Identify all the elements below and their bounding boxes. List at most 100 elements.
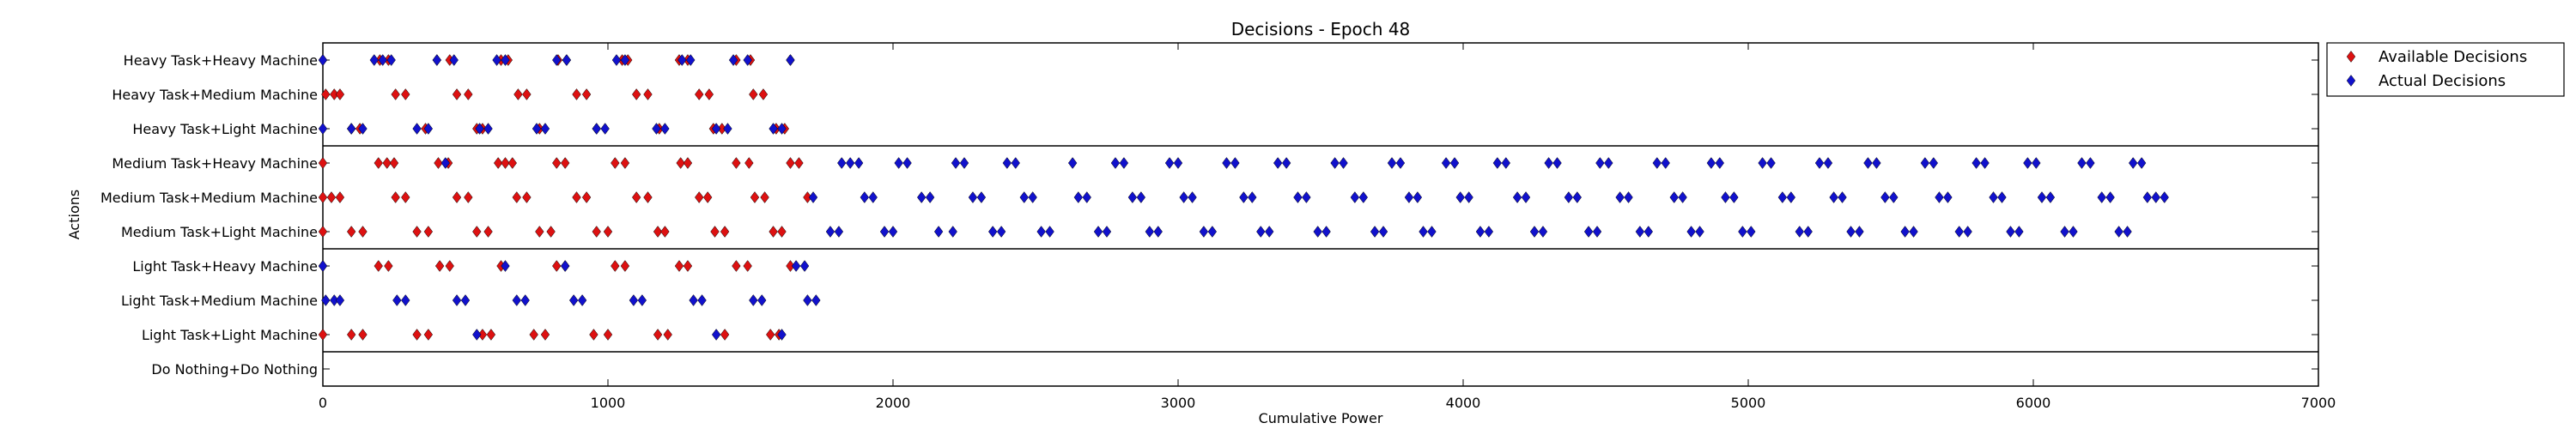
data-point [1846,226,1856,238]
y-tick-label: Heavy Task+Heavy Machine [124,52,318,69]
y-tick-label: Light Task+Light Machine [142,327,318,343]
data-point [1954,226,1964,238]
data-point [620,157,630,169]
data-point [1256,226,1266,238]
data-point [968,191,978,203]
data-point [711,123,721,135]
data-point [1706,157,1716,169]
data-point [2032,157,2041,169]
data-point [374,157,383,169]
data-point [460,294,471,306]
legend: Available Decisions Actual Decisions [2326,42,2565,97]
data-point [695,88,704,100]
data-point [660,226,670,238]
data-point [695,191,704,203]
data-point [620,260,630,272]
data-point [358,123,368,135]
data-point [1449,157,1460,169]
data-point [1624,191,1633,203]
data-point [1929,157,1938,169]
data-point [653,226,663,238]
data-point [1738,226,1747,238]
data-point [1164,157,1175,169]
data-point [1093,226,1103,238]
data-point [546,226,556,238]
data-point [749,88,758,100]
data-point [777,123,787,135]
data-point [1604,157,1613,169]
data-point [1920,157,1930,169]
data-point [1248,191,1257,203]
data-point [2123,226,2132,238]
data-point [568,294,579,306]
data-point [434,157,443,169]
data-point [486,329,496,341]
data-point [1313,226,1322,238]
data-point [1188,191,1197,203]
data-point [1036,226,1046,238]
data-point [1501,157,1510,169]
data-point [704,88,714,100]
y-tick-label: Medium Task+Light Machine [121,224,318,240]
data-point [676,157,685,169]
data-point [369,54,379,66]
data-point [1943,191,1953,203]
data-point [449,54,459,66]
data-point [1427,226,1437,238]
data-point [501,260,510,272]
data-point [683,260,693,272]
data-point [472,329,482,341]
data-point [1207,226,1218,238]
data-point [860,191,869,203]
data-point [1067,157,1078,169]
data-point [1136,191,1146,203]
data-point [589,329,598,341]
data-point [2037,191,2047,203]
data-point [1512,191,1522,203]
data-point [663,329,672,341]
data-point [347,123,356,135]
data-point [1863,157,1873,169]
data-point [540,123,550,135]
data-point [392,294,402,306]
data-point [2023,157,2032,169]
data-point [1378,226,1388,238]
data-point [743,260,752,272]
data-point [1715,157,1724,169]
data-point [834,226,844,238]
x-tick-label: 7000 [2301,395,2336,411]
data-point [1273,157,1283,169]
data-point [318,226,328,238]
data-point [1747,226,1756,238]
data-point [378,54,387,66]
data-point [697,294,707,306]
data-point [1350,191,1360,203]
data-point [2045,191,2056,203]
data-point [512,294,521,306]
legend-label: Available Decisions [2379,48,2527,66]
data-point [1997,191,2007,203]
data-point [660,123,670,135]
data-point [318,329,328,341]
data-point [389,157,399,169]
data-point [750,191,760,203]
data-point [552,54,562,66]
data-point [1721,191,1730,203]
data-point [894,157,903,169]
data-point [811,294,821,306]
y-tick-label: Heavy Task+Light Machine [132,121,318,137]
data-point [1909,226,1918,238]
data-point [412,329,422,341]
y-tick-label: Light Task+Heavy Machine [132,258,318,275]
data-point [1387,157,1397,169]
data-point [1538,226,1548,238]
x-tick-label: 0 [319,395,327,411]
legend-box [2326,42,2565,97]
data-point [603,329,613,341]
data-point [933,226,944,238]
data-point [581,191,592,203]
plot-area: Heavy Task+Heavy Machine Heavy Task+Mediu… [100,42,2336,411]
data-point [335,294,345,306]
data-point [854,157,864,169]
